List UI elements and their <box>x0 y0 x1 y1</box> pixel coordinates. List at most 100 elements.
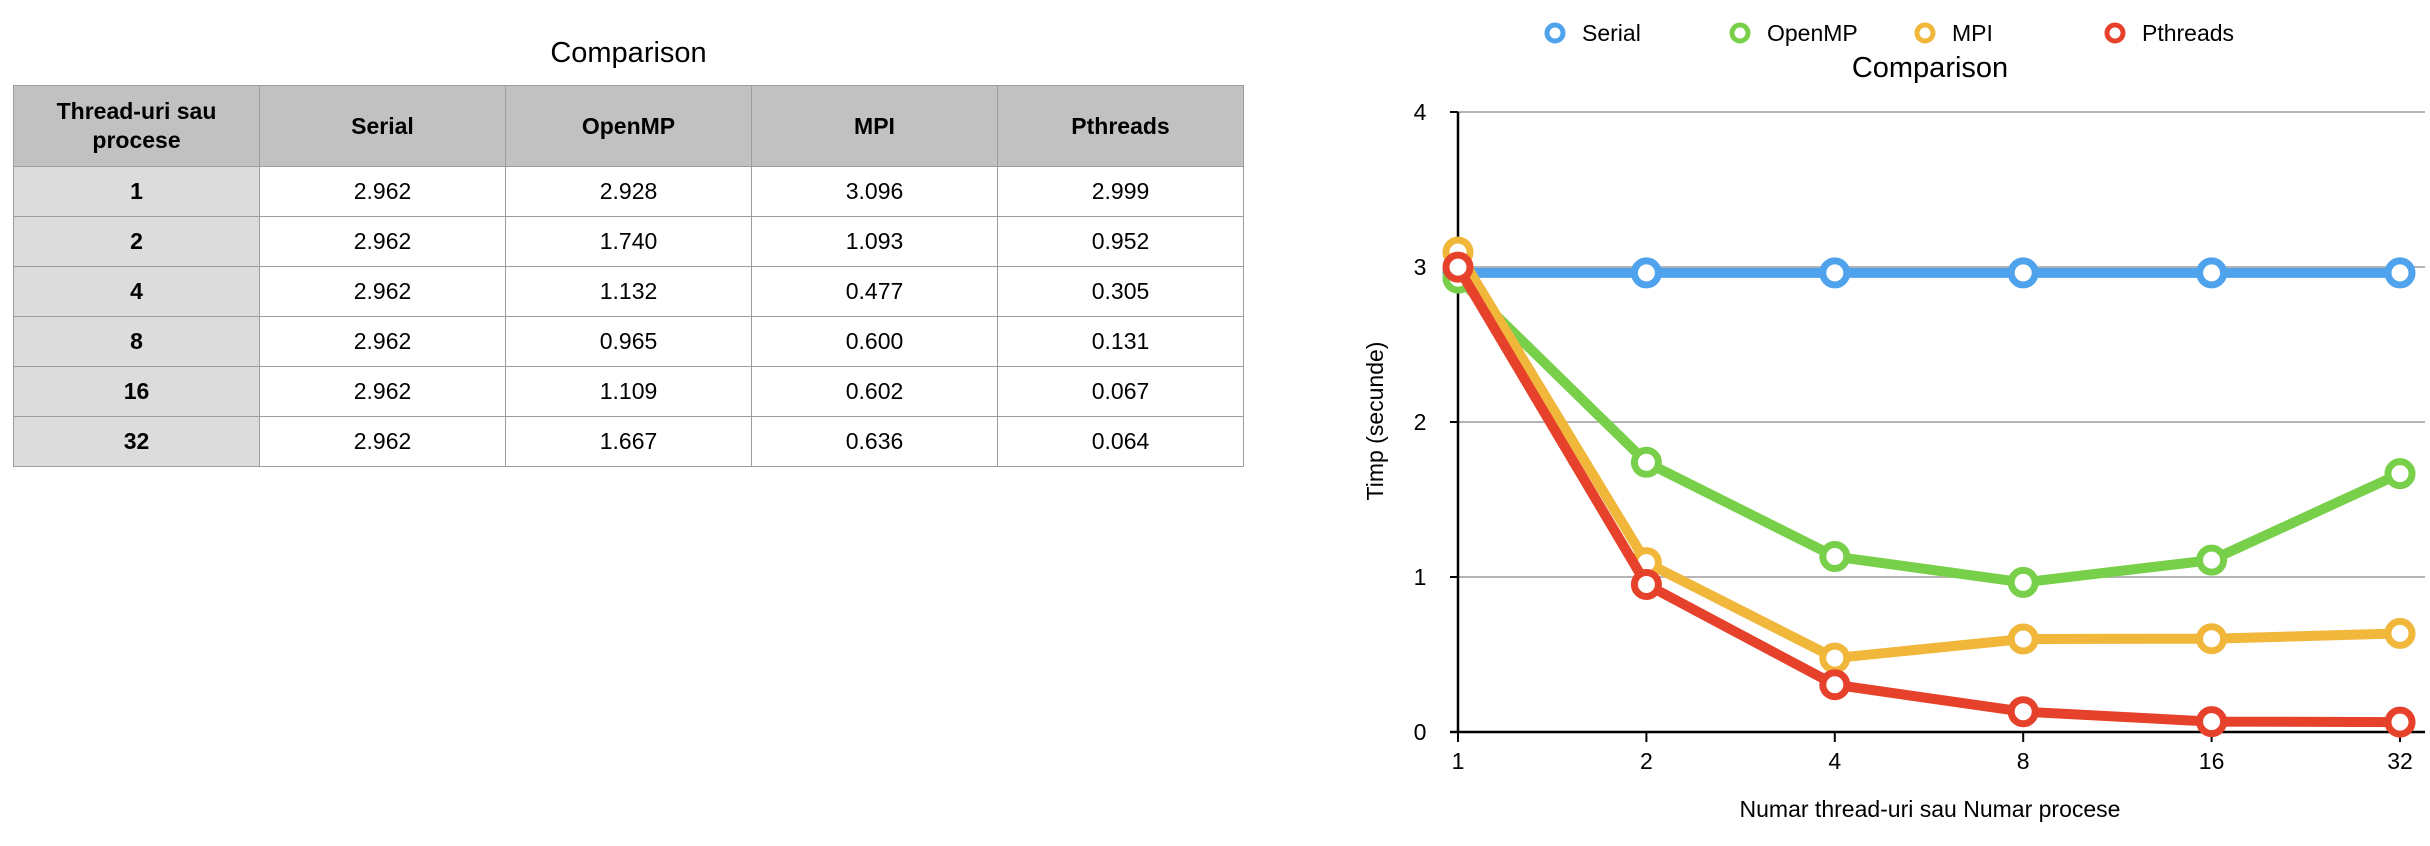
x-tick-label: 4 <box>1828 748 1841 774</box>
table-row: 16 2.962 1.109 0.602 0.067 <box>13 366 1244 417</box>
legend-label: Serial <box>1582 20 1641 46</box>
line-chart: Serial OpenMP MPI Pthreads Comparison 01234… <box>1362 20 2425 822</box>
table-cell: 1.667 <box>505 416 752 467</box>
data-point <box>1442 251 1474 283</box>
data-point <box>2384 257 2416 289</box>
row-header-cell: 4 <box>13 266 260 317</box>
table-cell: 2.999 <box>997 166 1244 217</box>
x-axis-ticks: 1 2 4 8 16 32 <box>1452 732 2413 774</box>
y-tick-label: 2 <box>1414 409 1427 435</box>
data-point <box>1819 642 1851 674</box>
data-point <box>1819 669 1851 701</box>
table-cell: 2.962 <box>259 166 506 217</box>
data-point <box>1630 568 1662 600</box>
table-cell: 0.067 <box>997 366 1244 417</box>
data-point <box>2196 257 2228 289</box>
series-openmp <box>1442 262 2416 598</box>
legend-label: OpenMP <box>1767 20 1858 46</box>
table-cell: 3.096 <box>751 166 998 217</box>
table-cell: 0.636 <box>751 416 998 467</box>
legend-marker-icon <box>1544 22 1566 44</box>
table-title: Comparison <box>550 37 707 69</box>
x-tick-label: 2 <box>1640 748 1653 774</box>
data-point <box>2007 566 2039 598</box>
data-point <box>1630 446 1662 478</box>
table-cell: 1.132 <box>505 266 752 317</box>
table-cell: 1.109 <box>505 366 752 417</box>
table-cell: 2.962 <box>259 266 506 317</box>
table-cell: 0.064 <box>997 416 1244 467</box>
table-cell: 0.952 <box>997 216 1244 267</box>
legend-marker-icon <box>1914 22 1936 44</box>
series-mpi <box>1442 236 2416 674</box>
data-point <box>1819 541 1851 573</box>
table-cell: 0.305 <box>997 266 1244 317</box>
table-cell: 0.602 <box>751 366 998 417</box>
table-row: 32 2.962 1.667 0.636 0.064 <box>13 416 1244 467</box>
legend-item: MPI <box>1914 20 1993 46</box>
data-point <box>2196 623 2228 655</box>
table-row: 8 2.962 0.965 0.600 0.131 <box>13 316 1244 367</box>
table-cell: 0.600 <box>751 316 998 367</box>
table-cell: 2.962 <box>259 316 506 367</box>
data-point <box>1819 257 1851 289</box>
legend-item: Serial <box>1544 20 1641 46</box>
data-point <box>2384 706 2416 738</box>
chart-legend: Serial OpenMP MPI Pthreads <box>1544 20 2234 46</box>
data-point <box>2384 617 2416 649</box>
y-axis-label: Timp (secunde) <box>1362 342 1388 501</box>
x-tick-label: 32 <box>2387 748 2413 774</box>
table-cell: 0.131 <box>997 316 1244 367</box>
row-header-cell: 16 <box>13 366 260 417</box>
column-header: MPI <box>751 85 998 167</box>
legend-item: OpenMP <box>1729 20 1858 46</box>
data-point <box>2384 458 2416 490</box>
data-point <box>2196 706 2228 738</box>
row-header-cell: 32 <box>13 416 260 467</box>
y-tick-label: 3 <box>1414 254 1427 280</box>
x-tick-label: 1 <box>1452 748 1465 774</box>
table-row: 4 2.962 1.132 0.477 0.305 <box>13 266 1244 317</box>
data-point <box>2196 544 2228 576</box>
table-cell: 2.962 <box>259 216 506 267</box>
table-cell: 2.962 <box>259 366 506 417</box>
y-tick-label: 0 <box>1414 719 1427 745</box>
series-line <box>1453 273 2405 588</box>
table-row: 2 2.962 1.740 1.093 0.952 <box>13 216 1244 267</box>
table-cell: 2.962 <box>259 416 506 467</box>
data-point <box>2007 696 2039 728</box>
table-row: 1 2.962 2.928 3.096 2.999 <box>13 166 1244 217</box>
chart-gridlines <box>1458 111 2425 578</box>
table-cell: 2.928 <box>505 166 752 217</box>
chart-title: Comparison <box>1852 52 2008 84</box>
column-header: Thread-uri sau procese <box>13 85 260 167</box>
comparison-table: Thread-uri sau procese Serial OpenMP MPI… <box>13 85 1244 467</box>
x-tick-label: 8 <box>2017 748 2030 774</box>
y-axis-ticks: 0 1 2 3 4 <box>1414 99 1458 745</box>
x-tick-label: 16 <box>2199 748 2225 774</box>
chart-series <box>1442 236 2416 738</box>
table-cell: 1.093 <box>751 216 998 267</box>
data-point <box>2007 623 2039 655</box>
column-header: Pthreads <box>997 85 1244 167</box>
comparison-table-section: Comparison Thread-uri sau procese Serial… <box>13 33 1244 467</box>
row-header-cell: 8 <box>13 316 260 367</box>
row-header-cell: 1 <box>13 166 260 217</box>
row-header-cell: 2 <box>13 216 260 267</box>
legend-label: Pthreads <box>2142 20 2234 46</box>
series-line <box>1453 247 2405 664</box>
column-header: OpenMP <box>505 85 752 167</box>
legend-label: MPI <box>1952 20 1993 46</box>
y-tick-label: 4 <box>1414 99 1427 125</box>
x-axis-label: Numar thread-uri sau Numar procese <box>1740 796 2121 822</box>
series-line <box>1453 262 2405 728</box>
legend-item: Pthreads <box>2104 20 2234 46</box>
table-cell: 1.740 <box>505 216 752 267</box>
series-pthreads <box>1442 251 2416 738</box>
series-serial <box>1442 257 2416 289</box>
table-cell: 0.965 <box>505 316 752 367</box>
data-point <box>1630 257 1662 289</box>
y-tick-label: 1 <box>1414 564 1427 590</box>
data-point <box>2007 257 2039 289</box>
legend-marker-icon <box>1729 22 1751 44</box>
